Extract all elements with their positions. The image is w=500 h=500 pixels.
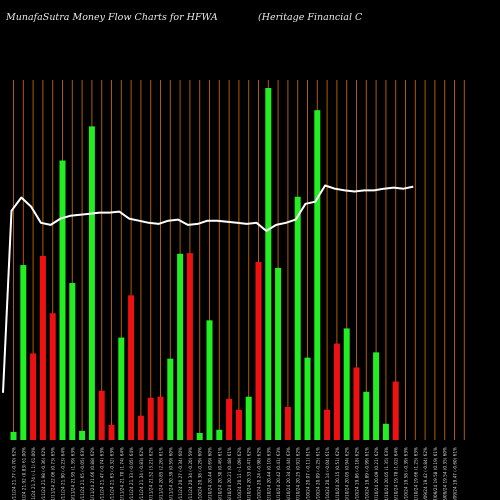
x-tick-label: 21/10/24 20.42 (0.41) 63% — [276, 447, 281, 500]
bar-down — [157, 396, 164, 440]
x-tick-label: 16/10/24 20.07 (-0.11) 61% — [306, 447, 311, 500]
x-tick-label: 30/09/24 19.42 (-0.84) 62% — [423, 447, 428, 500]
bar-up — [304, 357, 311, 440]
bar-up — [343, 328, 350, 440]
x-tick-label: 02/10/24 19.58 (-0.39) 63% — [404, 447, 409, 500]
bar-series — [10, 88, 399, 441]
bar-up — [88, 126, 95, 441]
x-tick-label: 01/11/24 20.34 (-0.20) 59% — [188, 447, 193, 500]
bar-up — [382, 423, 389, 440]
x-tick-label: 15/11/24 21.66 (0.88) 62% — [90, 447, 95, 500]
bar-down — [353, 367, 360, 440]
chart-title-left: MunafaSutra Money Flow Charts for HFWA — [5, 12, 218, 23]
x-tick-label: 09/10/24 19.86 (-0.18) 62% — [355, 447, 360, 500]
bar-up — [245, 396, 252, 440]
x-tick-label: 10/10/24 20.05 (0.94) 62% — [345, 447, 350, 500]
bar-up — [20, 265, 27, 440]
x-tick-label: 25/10/24 20.11 (-1.09) 62% — [237, 447, 242, 500]
x-tick-label: 27/11/24 21.77 (-0.70) 62% — [12, 447, 17, 500]
bar-down — [255, 261, 262, 440]
x-tick-label: 31/10/24 20.38 (-0.29) 60% — [198, 447, 203, 500]
bar-down — [324, 409, 331, 440]
x-tick-label: 04/11/24 20.27 (-0.34) 60% — [178, 447, 183, 500]
x-tick-label: 08/11/24 21.34 (-0.83) 62% — [139, 447, 144, 500]
bar-down — [235, 409, 242, 440]
bar-up — [373, 352, 380, 440]
bar-down — [147, 397, 154, 440]
bar-up — [275, 267, 282, 440]
x-tick-label: 26/09/24 19.54 (0.35) 60% — [443, 447, 448, 500]
bar-down — [392, 381, 399, 440]
x-tick-label: 17/10/24 20.25 (0.92) 62% — [296, 447, 301, 500]
x-tick-label: 19/11/24 21.95 (1.39) 63% — [70, 447, 75, 500]
x-tick-label: 25/09/24 19.47 (-0.60) 61% — [453, 447, 458, 500]
bar-down — [98, 390, 105, 440]
bar-up — [167, 358, 174, 440]
x-tick-label: 12/11/24 21.70 (1.74) 64% — [119, 447, 124, 500]
bar-up — [79, 430, 86, 440]
x-tick-label: 11/10/24 20.15 (0.51) 62% — [335, 447, 340, 500]
x-tick-label: 13/11/24 21.63 (-0.32) 63% — [110, 447, 115, 500]
bar-up — [118, 337, 125, 440]
x-tick-label: 01/10/24 19.66 (1.25) 63% — [413, 447, 418, 500]
x-tick-label: 26/11/24 21.92 (0.83) 61.00% — [21, 447, 26, 500]
chart-title-right: (Heritage Financial C — [258, 12, 363, 23]
x-tick-label: 03/10/24 19.78 (1.02) 64% — [394, 447, 399, 500]
x-tick-label: 11/11/24 21.33 (-0.05) 64% — [129, 447, 134, 500]
bar-down — [30, 353, 37, 440]
bar-down — [333, 343, 340, 440]
bar-up — [59, 160, 66, 440]
x-tick-label: 15/10/24 20.09 (-0.25) 61% — [315, 447, 320, 500]
x-tick-label: 20/11/24 21.90 (-0.23) 64% — [61, 447, 66, 500]
x-tick-label: 14/10/24 20.14 (-0.04) 61% — [325, 447, 330, 500]
x-tick-label: 18/10/24 20.34 (0.44) 63% — [286, 447, 291, 500]
x-tick-label: 28/10/24 20.21 (0.48) 61% — [227, 447, 232, 500]
x-tick-label: 30/10/24 20.44 (0.69) 60% — [208, 447, 213, 500]
x-tick-label: 08/10/24 19.89 (-0.99) 61% — [364, 447, 369, 500]
x-tick-label: 18/11/24 21.65 (-0.05) 63% — [80, 447, 85, 500]
x-tick-label: 24/10/24 20.33 (0.47) 62% — [247, 447, 252, 500]
bar-up — [10, 431, 17, 440]
x-tick-label: 29/10/24 20.30 (0.46) 61% — [217, 447, 222, 500]
x-tick-label: 25/11/24 21.74 (-1.1) 61.00% — [31, 447, 36, 500]
bar-down — [284, 406, 291, 440]
bar-up — [69, 283, 76, 440]
x-tick-label: 05/11/24 20.39 (0.59) 60% — [168, 447, 173, 500]
x-tick-label: 04/10/24 20.05 (1.35) 63% — [384, 447, 389, 500]
x-tick-label: 22/11/24 21.98 (-0.36) 62% — [41, 447, 46, 500]
bar-up — [216, 429, 223, 440]
bar-down — [39, 255, 46, 440]
bar-down — [49, 313, 56, 440]
bar-down — [137, 415, 144, 440]
bar-down — [226, 398, 233, 440]
x-tick-label: 07/10/24 20.09 (0.21) 62% — [374, 447, 379, 500]
x-tick-label: 23/10/24 20.24 (-0.98) 62% — [257, 447, 262, 500]
x-tick-label: 21/11/24 22.06 (0.73) 65% — [51, 447, 56, 500]
tick-labels: 27/11/24 21.77 (-0.70) 62% 26/11/24 21.92… — [12, 447, 458, 500]
bar-up — [294, 196, 301, 440]
bar-down — [108, 424, 115, 440]
bar-down — [128, 295, 135, 440]
bar-up — [265, 88, 272, 440]
x-tick-label: 14/11/24 21.47 (-0.74) 63% — [100, 447, 105, 500]
bar-up — [314, 110, 321, 441]
money-flow-line — [2, 184, 414, 393]
x-tick-label: 27/09/24 19.58 (0.19) 61% — [433, 447, 438, 500]
x-tick-label: 06/11/24 20.85 (2.26) 61% — [159, 447, 164, 500]
bar-up — [206, 320, 213, 440]
bar-up — [177, 253, 184, 440]
bar-up — [363, 391, 370, 440]
bar-up — [196, 432, 203, 440]
bar-down — [186, 253, 193, 440]
x-tick-label: 07/11/24 21.52 (3.21) 62% — [149, 447, 154, 500]
x-tick-label: 22/10/24 20.44 (0.10) 63% — [266, 447, 271, 500]
